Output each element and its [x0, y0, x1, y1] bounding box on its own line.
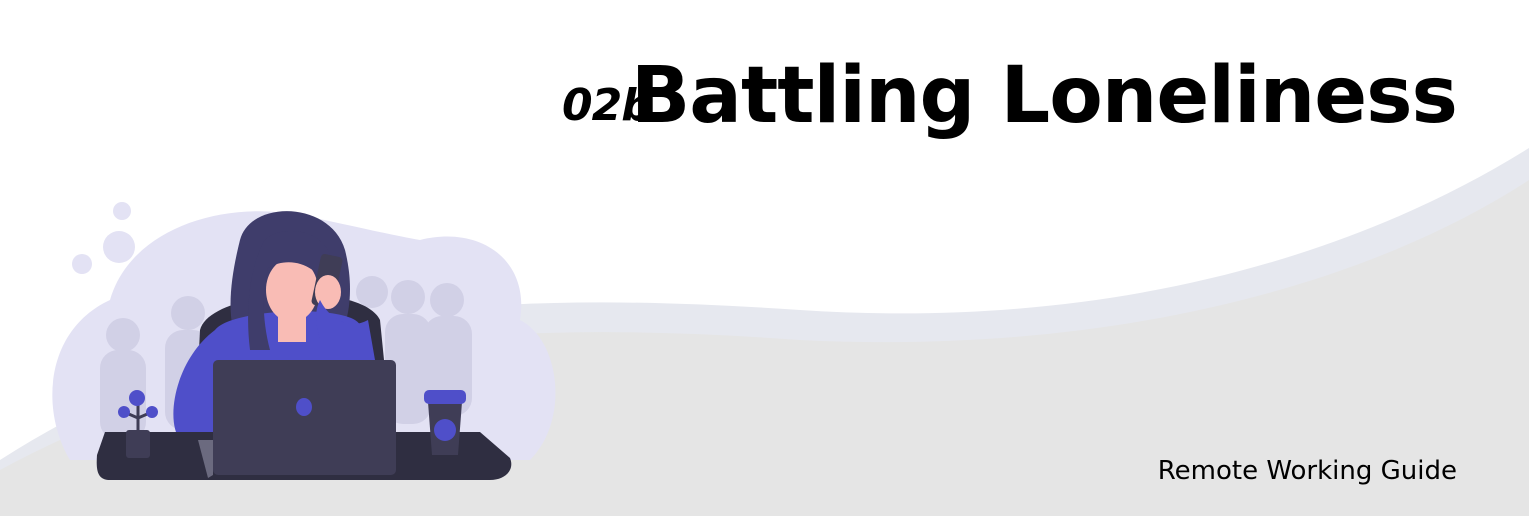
face	[266, 258, 318, 322]
laptop-screen	[213, 360, 396, 475]
laptop-base	[198, 440, 213, 478]
hair-front	[248, 231, 330, 350]
bubble-tiny	[72, 254, 92, 274]
arm	[316, 300, 375, 365]
coffee-cup-logo	[434, 419, 456, 441]
bubble-medium	[103, 231, 135, 263]
plant	[118, 390, 158, 458]
section-number: 02b	[562, 80, 653, 131]
neck	[278, 312, 306, 342]
guide-label: Remote Working Guide	[1157, 456, 1457, 486]
page-title: Battling Loneliness	[630, 51, 1458, 141]
laptop-logo	[296, 398, 312, 416]
bubble-small	[113, 202, 131, 220]
coffee-lid	[424, 390, 466, 404]
hand	[315, 275, 341, 309]
